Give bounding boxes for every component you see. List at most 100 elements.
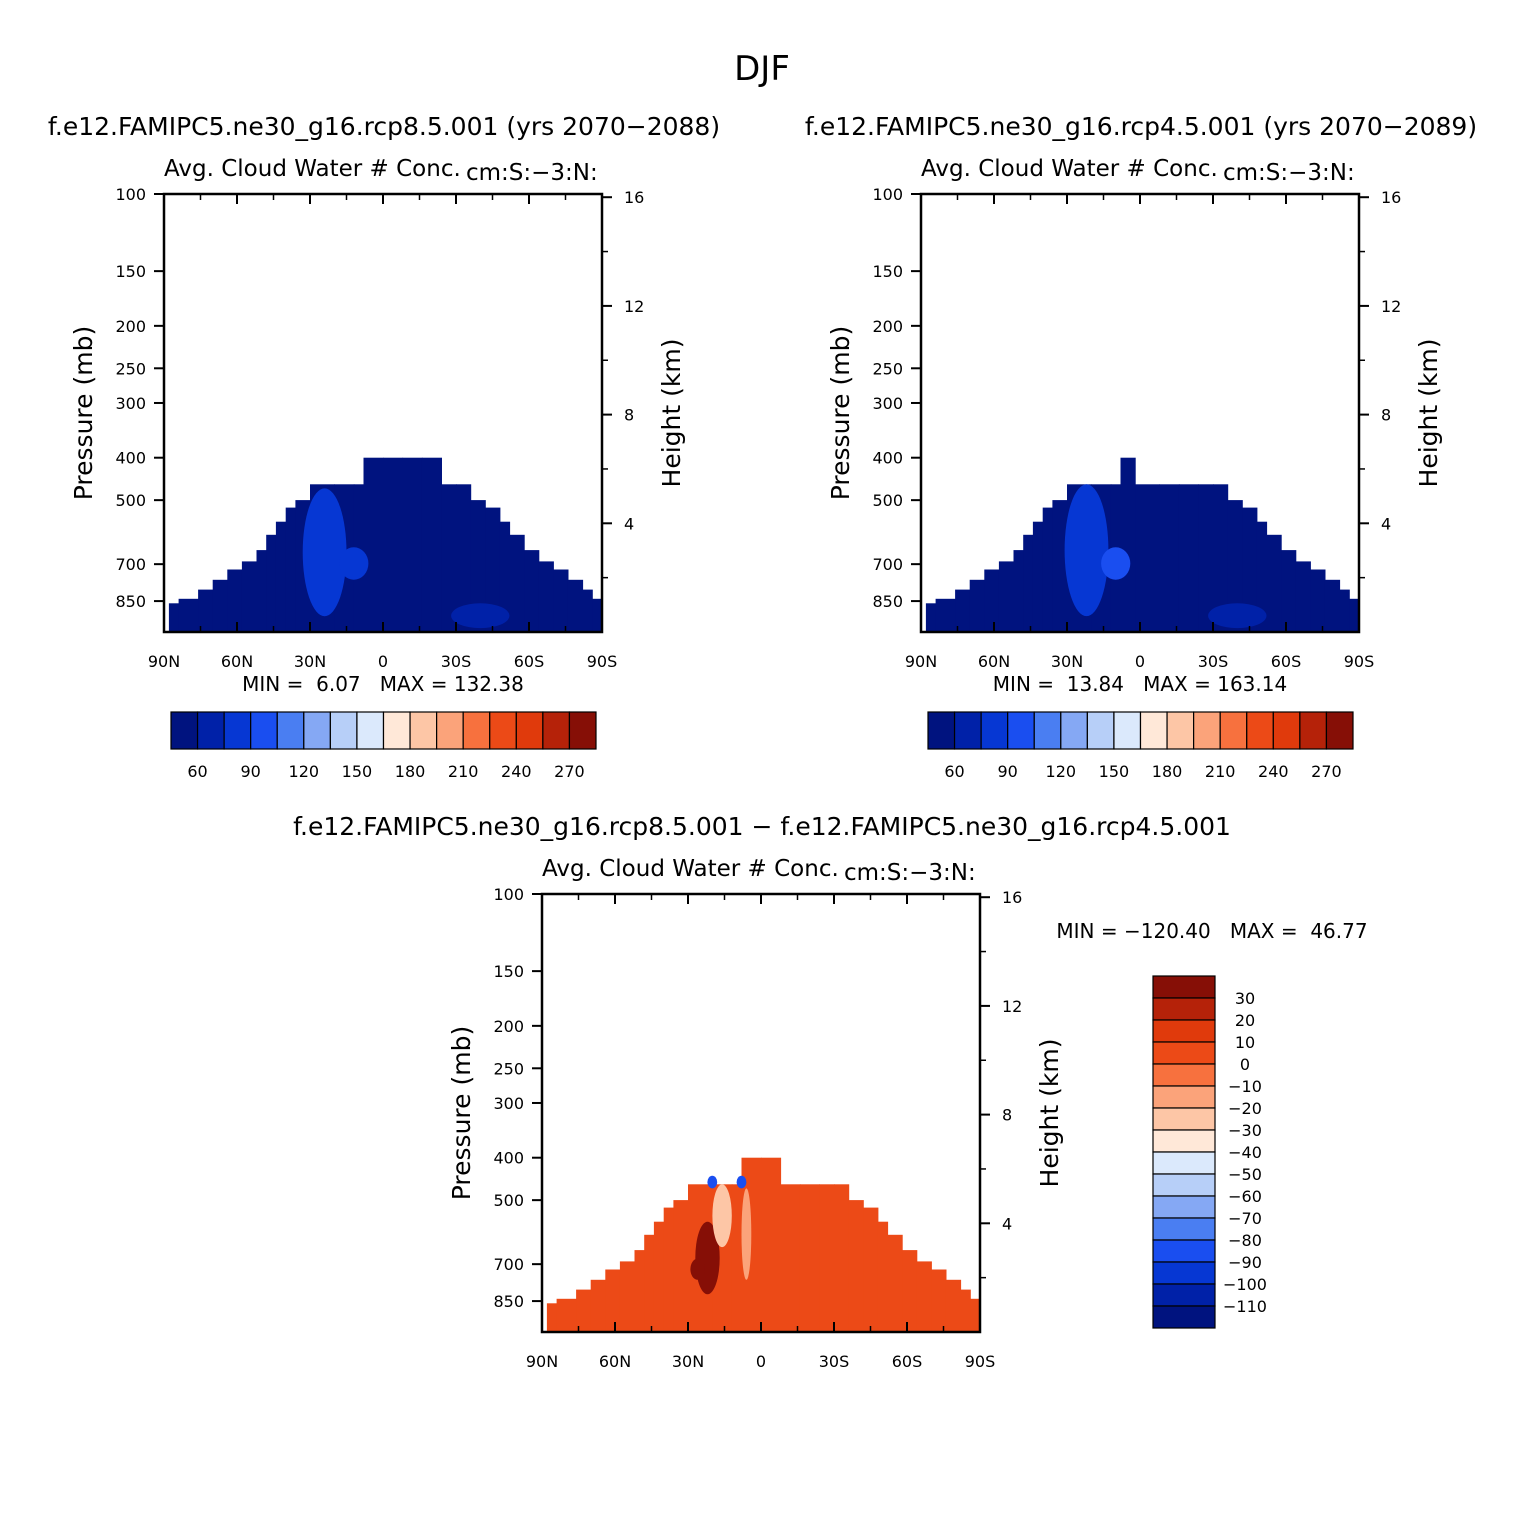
colorbar-swatch	[462, 711, 491, 750]
colorbar-label: 150	[1099, 762, 1130, 781]
field-cell	[935, 598, 956, 632]
y-tick-label: 300	[872, 394, 903, 413]
colorbar-label: 90	[241, 762, 261, 781]
field-cell	[634, 1250, 645, 1332]
field-anomaly	[1208, 603, 1267, 629]
field-cell	[653, 1221, 665, 1332]
field-cell	[819, 1184, 835, 1332]
field-cell	[509, 534, 525, 632]
x-tick-label: 30N	[672, 1352, 704, 1371]
y-tick-label: 150	[493, 962, 524, 981]
colorbar-label: 60	[944, 762, 964, 781]
field-cell	[863, 1207, 879, 1332]
field-cell	[524, 550, 540, 632]
x-tick-label: 90S	[965, 1352, 996, 1371]
field-anomaly	[736, 1175, 747, 1189]
field-cell	[848, 1200, 864, 1332]
field-anomaly	[1101, 547, 1131, 580]
colorbar-swatch	[1007, 711, 1035, 750]
left-colorbar: 60 90 120 150 180 210 240 270	[170, 711, 597, 781]
y-tick-label: 100	[872, 185, 903, 204]
colorbar-swatch	[436, 711, 464, 750]
diff-ticks: 90N 60N 30N 0 30S 60S 90S 100 150 200 250 300 400 500…	[493, 885, 1022, 1371]
colorbar-swatch	[1152, 1283, 1216, 1307]
height-tick-label: 16	[624, 188, 644, 207]
field-cell	[1281, 550, 1297, 632]
field-cell	[567, 579, 584, 632]
colorbar-label: 270	[554, 762, 585, 781]
y-tick-label: 200	[115, 317, 146, 336]
colorbar-label: 240	[1258, 762, 1289, 781]
left-ticks: 90N 60N 30N 0 30S 60S 90S 100 150 200 250 300 400 500…	[115, 185, 644, 671]
field-anomaly	[1064, 484, 1109, 617]
field-cell	[485, 507, 501, 632]
right-minmax: MIN = 13.84 MAX = 163.14	[993, 672, 1287, 696]
right-ylabel-right: Height (km)	[1414, 339, 1443, 488]
field-cell	[178, 598, 199, 632]
colorbar-label: 210	[448, 762, 479, 781]
colorbar-label: −40	[1228, 1143, 1262, 1162]
colorbar-swatch	[1033, 711, 1062, 750]
y-tick-label: 500	[115, 491, 146, 510]
colorbar-swatch	[382, 711, 411, 750]
field-cell	[780, 1184, 801, 1332]
field-cell	[663, 1207, 674, 1332]
colorbar-label: 60	[187, 762, 207, 781]
diff-minmax: MIN = −120.40 MAX = 46.77	[1056, 919, 1367, 943]
colorbar-swatch	[568, 711, 597, 750]
field-cell	[582, 589, 593, 632]
field-cell	[931, 1269, 947, 1332]
x-tick-label: 30N	[1051, 652, 1083, 671]
colorbar-swatch	[196, 711, 225, 750]
field-cell	[592, 598, 603, 632]
left-minmax: MIN = 6.07 MAX = 132.38	[242, 672, 524, 696]
field-anomaly	[339, 547, 369, 580]
y-tick-label: 850	[493, 1292, 524, 1311]
field-cell	[1227, 500, 1243, 632]
colorbar-swatch	[1152, 1085, 1216, 1109]
colorbar-swatch	[1086, 711, 1115, 750]
field-cell	[799, 1184, 820, 1332]
y-tick-label: 200	[872, 317, 903, 336]
field-cell	[470, 500, 486, 632]
x-tick-label: 90N	[526, 1352, 558, 1371]
colorbar-swatch	[303, 711, 331, 750]
field-cell	[1198, 484, 1214, 632]
colorbar-swatch	[1166, 711, 1195, 750]
height-tick-label: 8	[624, 406, 634, 425]
height-tick-label: 8	[1381, 406, 1391, 425]
diff-field	[546, 1157, 981, 1332]
colorbar-label: 0	[1240, 1055, 1250, 1074]
height-tick-label: 4	[1381, 514, 1391, 533]
field-cell	[970, 1298, 981, 1332]
diff-plot-title: Avg. Cloud Water # Conc.	[542, 856, 839, 882]
y-tick-label: 150	[115, 262, 146, 281]
x-tick-label: 30S	[819, 1352, 850, 1371]
x-tick-label: 60S	[892, 1352, 923, 1371]
field-cell	[887, 1234, 903, 1332]
colorbar-swatch	[1152, 1041, 1216, 1065]
field-cell	[212, 579, 228, 632]
field-cell	[605, 1269, 621, 1332]
colorbar-swatch	[1139, 711, 1168, 750]
colorbar-label: −60	[1228, 1187, 1262, 1206]
field-cell	[241, 561, 258, 632]
field-cell	[673, 1200, 689, 1332]
field-cell	[1349, 598, 1360, 632]
field-cell	[1178, 484, 1199, 632]
field-cell	[1242, 507, 1258, 632]
field-cell	[556, 1298, 577, 1332]
colorbar-swatch	[250, 711, 278, 750]
field-cell	[402, 457, 423, 632]
y-tick-label: 700	[115, 555, 146, 574]
field-cell	[499, 521, 511, 632]
colorbar-label: −10	[1228, 1077, 1262, 1096]
left-case-title: f.e12.FAMIPC5.ne30_g16.rcp8.5.001 (yrs 2…	[48, 112, 720, 141]
height-tick-label: 12	[1002, 997, 1022, 1016]
field-cell	[576, 1289, 592, 1332]
colorbar-label: 210	[1205, 762, 1236, 781]
colorbar-swatch	[1325, 711, 1354, 750]
figure-title: DJF	[734, 49, 790, 89]
y-tick-label: 300	[115, 394, 146, 413]
colorbar-label: 120	[1046, 762, 1077, 781]
